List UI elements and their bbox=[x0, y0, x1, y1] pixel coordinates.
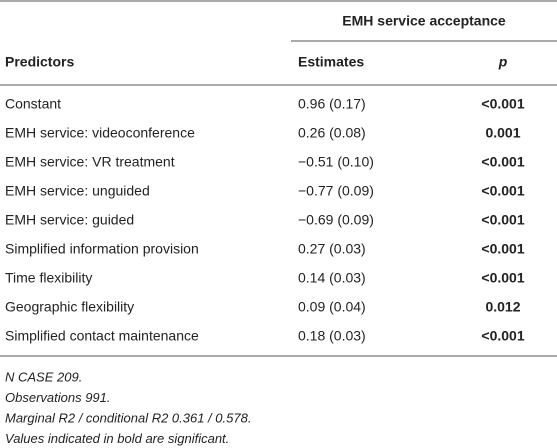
estimate: −0.69 (0.09) bbox=[298, 212, 374, 228]
p-value: <0.001 bbox=[481, 183, 524, 199]
column-header: Predictors bbox=[5, 54, 74, 70]
note: N CASE 209. bbox=[5, 369, 82, 384]
estimate: 0.14 (0.03) bbox=[298, 270, 366, 286]
predictor: Simplified information provision bbox=[5, 241, 199, 257]
p-value: <0.001 bbox=[481, 154, 524, 170]
p-value: <0.001 bbox=[481, 328, 524, 344]
predictor: EMH service: unguided bbox=[5, 183, 150, 199]
group-header: EMH service acceptance bbox=[342, 13, 506, 29]
predictor: EMH service: VR treatment bbox=[5, 154, 175, 170]
estimate: −0.77 (0.09) bbox=[298, 183, 374, 199]
estimate: −0.51 (0.10) bbox=[298, 154, 374, 170]
p-value: <0.001 bbox=[481, 241, 524, 257]
p-value: <0.001 bbox=[481, 270, 524, 286]
note: Observations 991. bbox=[5, 390, 111, 405]
estimate: 0.96 (0.17) bbox=[298, 96, 366, 112]
estimate: 0.27 (0.03) bbox=[298, 241, 366, 257]
p-value: <0.001 bbox=[481, 96, 524, 112]
note: Marginal R2 / conditional R2 0.361 / 0.5… bbox=[5, 410, 251, 425]
predictor: EMH service: videoconference bbox=[5, 125, 195, 141]
estimate: 0.26 (0.08) bbox=[298, 125, 366, 141]
column-header: Estimates bbox=[298, 54, 364, 70]
predictor: Time flexibility bbox=[5, 270, 92, 286]
predictor: Geographic flexibility bbox=[5, 299, 134, 315]
predictor: EMH service: guided bbox=[5, 212, 134, 228]
p-value: <0.001 bbox=[481, 212, 524, 228]
predictor: Simplified contact maintenance bbox=[5, 328, 199, 344]
predictor: Constant bbox=[5, 96, 61, 112]
estimate: 0.18 (0.03) bbox=[298, 328, 366, 344]
note: Values indicated in bold are significant… bbox=[5, 431, 229, 446]
estimate: 0.09 (0.04) bbox=[298, 299, 366, 315]
column-header: p bbox=[498, 54, 508, 70]
p-value: 0.012 bbox=[485, 299, 520, 315]
p-value: 0.001 bbox=[485, 125, 520, 141]
